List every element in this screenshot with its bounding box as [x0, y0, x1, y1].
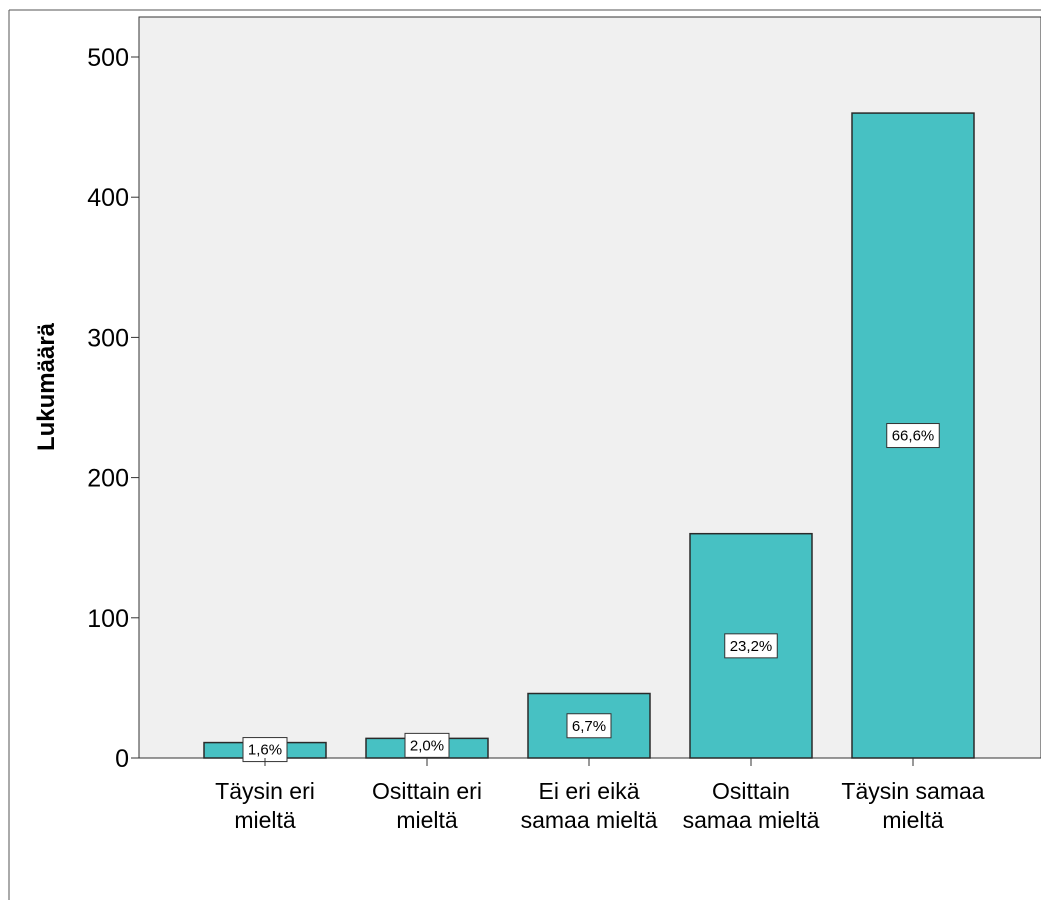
- x-category-label: mieltä: [234, 807, 296, 833]
- data-label: 66,6%: [892, 428, 935, 445]
- data-labels: 1,6% 2,0% 6,7% 23,2% 66,6%: [242, 423, 940, 763]
- y-tick-label: 200: [87, 465, 129, 493]
- bars: [203, 112, 975, 759]
- y-tick-label: 400: [87, 184, 129, 212]
- x-axis-labels: Täysin eri mieltä Osittain eri mieltä Ei eri…: [215, 758, 985, 833]
- x-category-label: Täysin samaa: [841, 778, 984, 804]
- data-label-box: [886, 423, 940, 449]
- data-label-box: [404, 732, 450, 758]
- y-tick-label: 300: [87, 324, 129, 352]
- data-label: 1,6%: [248, 742, 282, 759]
- data-label-box: [242, 737, 288, 763]
- data-label: 2,0%: [410, 737, 444, 754]
- y-tick-label: 0: [115, 745, 129, 773]
- y-tick-label: 500: [87, 44, 129, 72]
- x-category-label: samaa mieltä: [521, 807, 658, 833]
- y-axis-ticks: 0 100 200 300 400 500: [87, 44, 139, 773]
- x-category-label: mieltä: [882, 807, 944, 833]
- data-label-box: [724, 633, 778, 659]
- x-category-label: Ei eri eikä: [539, 778, 640, 804]
- y-tick-label: 100: [87, 605, 129, 633]
- x-category-label: Osittain: [712, 778, 790, 804]
- x-category-label: Osittain eri: [372, 778, 482, 804]
- data-label: 6,7%: [572, 718, 606, 735]
- data-label-box: [566, 713, 612, 739]
- x-category-label: Täysin eri: [215, 778, 315, 804]
- data-label: 23,2%: [730, 638, 773, 655]
- y-axis-label: Lukumäärä: [33, 322, 60, 451]
- x-category-label: mieltä: [396, 807, 458, 833]
- x-category-label: samaa mieltä: [683, 807, 820, 833]
